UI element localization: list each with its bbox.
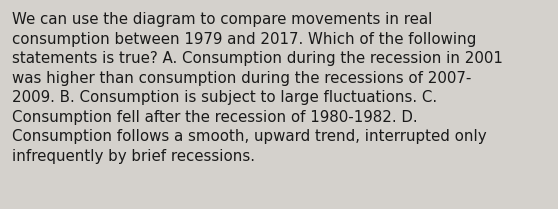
Text: We can use the diagram to compare movements in real
consumption between 1979 and: We can use the diagram to compare moveme… (12, 12, 503, 164)
